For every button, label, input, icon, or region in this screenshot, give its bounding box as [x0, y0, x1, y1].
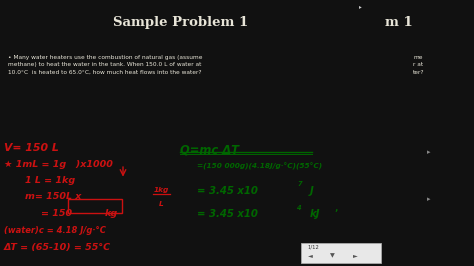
- Text: ▸: ▸: [428, 149, 431, 155]
- Text: J: J: [310, 186, 313, 196]
- FancyBboxPatch shape: [301, 243, 381, 263]
- Text: 1/12: 1/12: [308, 245, 319, 250]
- Text: = 3.45 x10: = 3.45 x10: [197, 209, 258, 219]
- Text: kJ: kJ: [310, 209, 320, 219]
- Text: (water)c = 4.18 J/g·°C: (water)c = 4.18 J/g·°C: [4, 226, 106, 235]
- Text: ▸: ▸: [359, 4, 362, 9]
- Text: V= 150 L: V= 150 L: [4, 143, 59, 153]
- Text: L: L: [159, 201, 164, 207]
- Text: = 150: = 150: [41, 209, 72, 218]
- Text: m= 150L x: m= 150L x: [25, 193, 81, 201]
- Text: 1kg: 1kg: [154, 187, 169, 193]
- Text: = 3.45 x10: = 3.45 x10: [197, 186, 258, 196]
- Text: ★ 1mL = 1g   )x1000: ★ 1mL = 1g )x1000: [4, 160, 113, 169]
- Text: ►: ►: [353, 253, 357, 258]
- Text: m 1: m 1: [385, 16, 413, 30]
- Text: ◄: ◄: [308, 253, 312, 258]
- Text: =(150 000g)(4.18J/g·°C)(55°C): =(150 000g)(4.18J/g·°C)(55°C): [197, 163, 322, 170]
- Text: 7: 7: [297, 181, 302, 188]
- Text: ▼: ▼: [330, 253, 335, 258]
- Text: Sample Problem 1: Sample Problem 1: [113, 16, 248, 30]
- Text: 1 L = 1kg: 1 L = 1kg: [25, 176, 75, 185]
- Text: ▸: ▸: [428, 196, 431, 202]
- Text: kg: kg: [105, 209, 118, 218]
- Text: Q=mc ΔT: Q=mc ΔT: [181, 143, 239, 156]
- Text: • Many water heaters use the combustion of natural gas (assume
methane) to heat : • Many water heaters use the combustion …: [8, 55, 203, 74]
- Text: ΔT = (65-10) = 55°C: ΔT = (65-10) = 55°C: [4, 243, 111, 252]
- Text: ʼ: ʼ: [334, 209, 337, 218]
- Text: 4: 4: [297, 205, 302, 211]
- Text: me
r at
ter?: me r at ter?: [413, 55, 425, 74]
